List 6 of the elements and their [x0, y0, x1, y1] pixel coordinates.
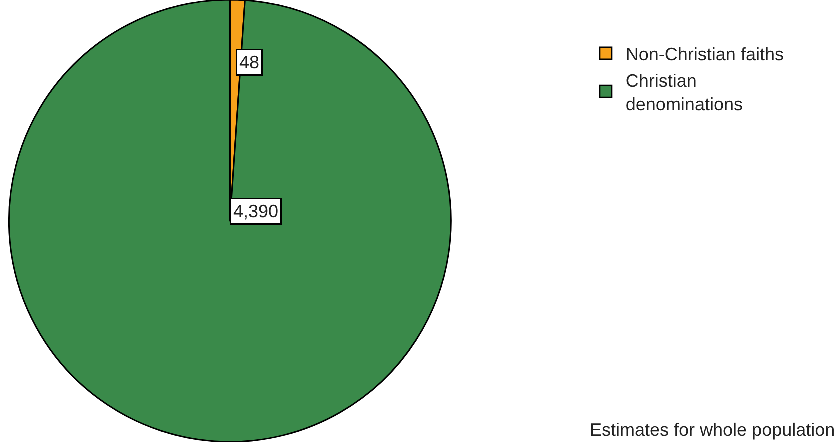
legend-label: Christian denominations: [626, 70, 743, 114]
pie-slice: [8, 0, 452, 442]
data-label: 4,390: [234, 202, 279, 222]
text: Estimates for whole population: [590, 420, 836, 440]
legend-label: Non-Christian faiths: [626, 44, 784, 65]
data-label: 48: [240, 52, 260, 72]
